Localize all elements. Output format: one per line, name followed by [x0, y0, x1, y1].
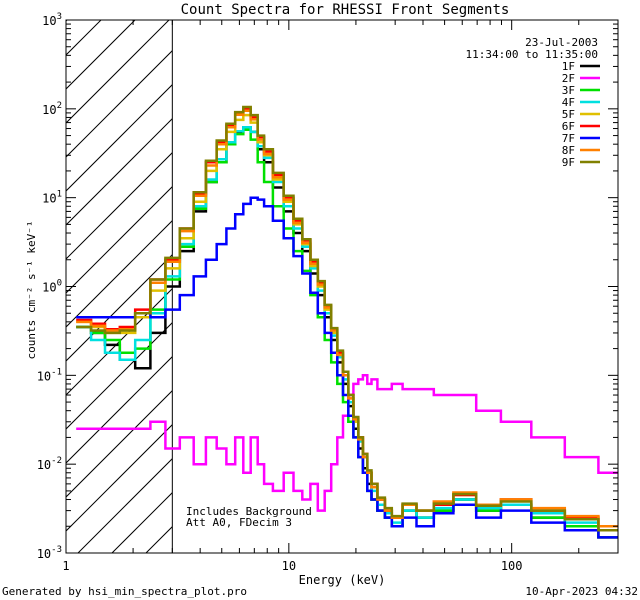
y-tick-label: 10-1 — [37, 367, 62, 383]
legend-label: 8F — [562, 144, 575, 157]
x-tick-label: 1 — [62, 559, 69, 573]
legend-label: 3F — [562, 84, 575, 97]
hatched-region — [66, 20, 173, 553]
series-2f — [76, 374, 618, 512]
hatch-line — [66, 219, 173, 328]
series-7f — [76, 196, 618, 539]
y-axis-label: counts cm⁻² s⁻¹ keV⁻¹ — [25, 220, 38, 359]
hatch-line — [66, 83, 173, 192]
legend-label: 4F — [562, 96, 575, 109]
chart-title: Count Spectra for RHESSI Front Segments — [181, 2, 510, 18]
hatch-line — [66, 49, 173, 158]
legend-label: 1F — [562, 60, 575, 73]
y-tick-label: 103 — [42, 12, 62, 28]
legend-label: 5F — [562, 108, 575, 121]
hatch-line — [66, 20, 136, 90]
x-axis-ticks: 1 10 100 — [62, 20, 619, 573]
series-lines — [76, 105, 618, 539]
hatch-line — [66, 389, 173, 498]
legend-label: 7F — [562, 132, 575, 145]
legend-label: 9F — [562, 156, 575, 169]
y-tick-label: 10-3 — [37, 545, 62, 561]
footer-timestamp: 10-Apr-2023 04:32 — [525, 585, 638, 598]
x-tick-label: 10 — [282, 559, 296, 573]
observation-date: 23-Jul-2003 — [525, 36, 598, 49]
legend-label: 6F — [562, 120, 575, 133]
time-range: 11:34:00 to 11:35:00 — [466, 48, 598, 61]
annotation-attenuator: Att A0, FDecim 3 — [186, 516, 292, 529]
hatch-line — [66, 355, 173, 464]
hatch-line — [66, 20, 170, 124]
y-tick-label: 10-2 — [37, 456, 62, 472]
hatch-line — [66, 253, 173, 362]
y-tick-label: 100 — [42, 279, 62, 295]
x-tick-label: 100 — [501, 559, 523, 573]
y-tick-label: 101 — [42, 190, 62, 206]
y-tick-label: 102 — [42, 101, 62, 117]
hatch-line — [77, 457, 173, 553]
y-axis-ticks: 10-3 10-2 10-1 100 101 102 103 — [37, 12, 618, 561]
hatch-line — [66, 423, 173, 532]
legend-label: 2F — [562, 72, 575, 85]
annotation-background: Includes Background — [186, 505, 312, 518]
series-4f — [76, 126, 618, 532]
series-9f — [76, 105, 618, 532]
x-axis-label: Energy (keV) — [299, 573, 386, 587]
footer-generated-by: Generated by hsi_min_spectra_plot.pro — [2, 585, 248, 598]
hatch-line — [66, 185, 173, 294]
